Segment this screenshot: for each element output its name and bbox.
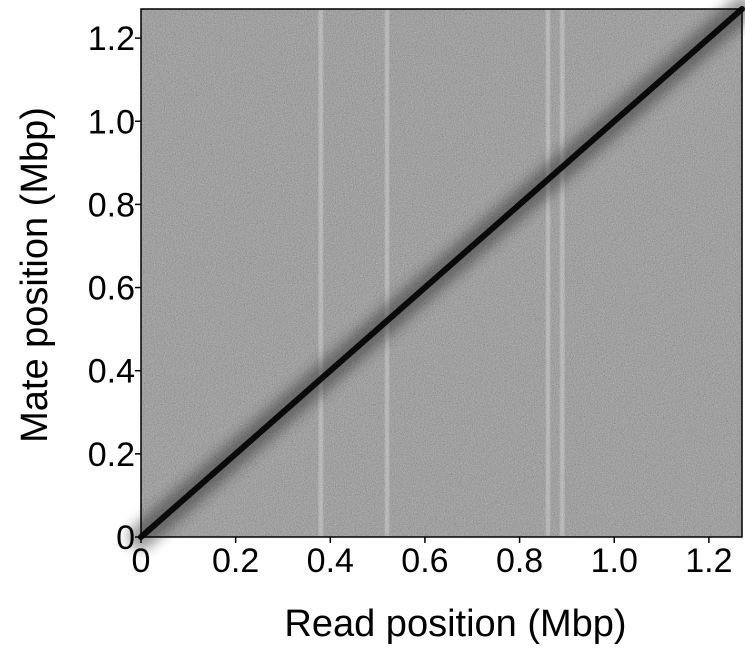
plot-area <box>128 0 745 550</box>
light-column-1 <box>385 9 390 537</box>
light-column-0 <box>318 9 323 537</box>
y-tick-label: 0 <box>116 519 135 557</box>
x-tick-label: 1.0 <box>591 542 638 580</box>
x-axis-ticks: 0 0.2 0.4 0.6 0.8 1.0 1.2 <box>132 537 733 580</box>
x-tick-label: 0.6 <box>401 542 448 580</box>
x-tick-label: 0.8 <box>496 542 543 580</box>
x-tick-label: 0.4 <box>307 542 354 580</box>
light-column-3 <box>560 9 565 537</box>
y-tick-label: 0.4 <box>88 353 135 391</box>
x-tick-label: 1.2 <box>685 542 732 580</box>
light-columns <box>318 9 565 537</box>
y-axis-ticks: 0 0.2 0.4 0.6 0.8 1.0 1.2 <box>88 20 141 557</box>
y-tick-label: 0.8 <box>88 186 135 224</box>
diagonal-contact-band <box>138 6 745 540</box>
y-tick-label: 1.2 <box>88 20 135 58</box>
light-column-2 <box>545 9 550 537</box>
plot-frame <box>140 8 743 538</box>
y-tick-label: 0.2 <box>88 436 135 474</box>
x-tick-label: 0 <box>132 542 151 580</box>
y-tick-label: 0.6 <box>88 270 135 308</box>
x-tick-label: 0.2 <box>212 542 259 580</box>
y-tick-label: 1.0 <box>88 103 135 141</box>
y-axis-label: Mate position (Mbp) <box>14 107 56 443</box>
x-axis-label: Read position (Mbp) <box>284 603 626 645</box>
